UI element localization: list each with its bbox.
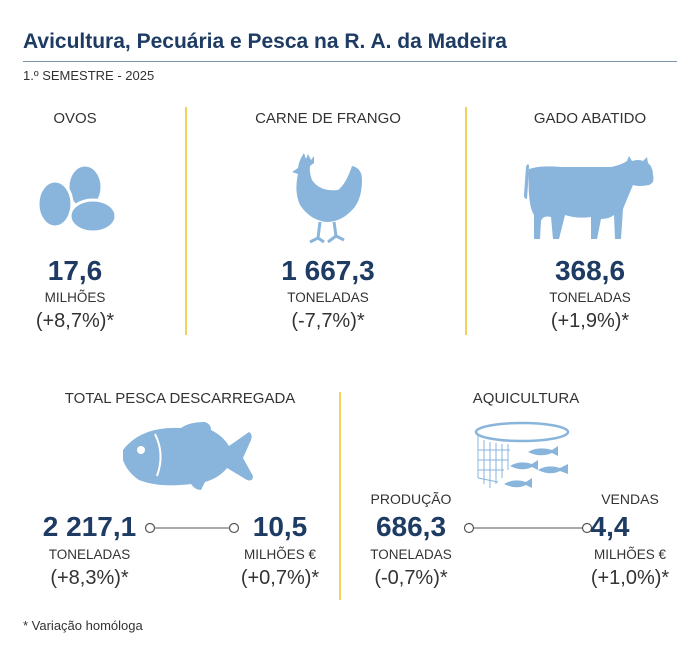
separator-2 xyxy=(465,107,467,335)
pesca-quantity-unit: TONELADAS xyxy=(48,547,131,562)
gado-label: GADO ABATIDO xyxy=(533,110,647,127)
pesca-sales-variation: (+0,7%)* xyxy=(240,567,320,589)
fish-icon xyxy=(123,422,253,490)
gado-variation: (+1,9%)* xyxy=(550,310,630,332)
production-label: PRODUÇÃO xyxy=(370,491,452,507)
gado-value: 368,6 xyxy=(554,255,626,286)
ovos-variation: (+8,7%)* xyxy=(35,310,115,332)
vendas-variation: (+1,0%)* xyxy=(590,567,670,589)
pesca-quantity-value: 2 217,1 xyxy=(42,511,137,542)
footnote: * Variação homóloga xyxy=(23,618,143,633)
frango-value: 1 667,3 xyxy=(281,255,375,286)
frango-variation: (-7,7%)* xyxy=(291,310,365,332)
title-rule xyxy=(23,61,677,62)
chicken-icon xyxy=(292,153,362,244)
fish-farm-icon xyxy=(474,421,570,488)
vendas-label: VENDAS xyxy=(601,491,659,507)
vendas-unit: MILHÕES € xyxy=(593,547,667,562)
ovos-value: 17,6 xyxy=(47,255,103,286)
frango-unit: TONELADAS xyxy=(287,290,369,305)
aquicultura-label: AQUICULTURA xyxy=(472,390,580,407)
production-value: 686,3 xyxy=(375,511,447,542)
separator-1 xyxy=(185,107,187,335)
ovos-label: OVOS xyxy=(53,110,97,127)
page-title: Avicultura, Pecuária e Pesca na R. A. da… xyxy=(23,30,507,53)
aquicultura-connector xyxy=(463,522,593,534)
separator-3 xyxy=(339,392,341,600)
gado-unit: TONELADAS xyxy=(549,290,631,305)
pesca-sales-unit: MILHÕES € xyxy=(243,547,317,562)
pesca-quantity-variation: (+8,3%)* xyxy=(50,567,129,589)
pesca-sales-value: 10,5 xyxy=(252,511,308,542)
production-variation: (-0,7%)* xyxy=(374,567,448,589)
vendas-value: 4,4 xyxy=(590,511,630,542)
production-unit: TONELADAS xyxy=(370,547,452,562)
cow-icon xyxy=(524,156,654,239)
eggs-icon xyxy=(36,163,117,234)
frango-label: CARNE DE FRANGO xyxy=(255,110,401,127)
page-subtitle: 1.º SEMESTRE - 2025 xyxy=(23,68,155,83)
pesca-label: TOTAL PESCA DESCARREGADA xyxy=(64,390,296,407)
ovos-unit: MILHÕES xyxy=(44,290,106,305)
pesca-connector xyxy=(144,522,240,534)
